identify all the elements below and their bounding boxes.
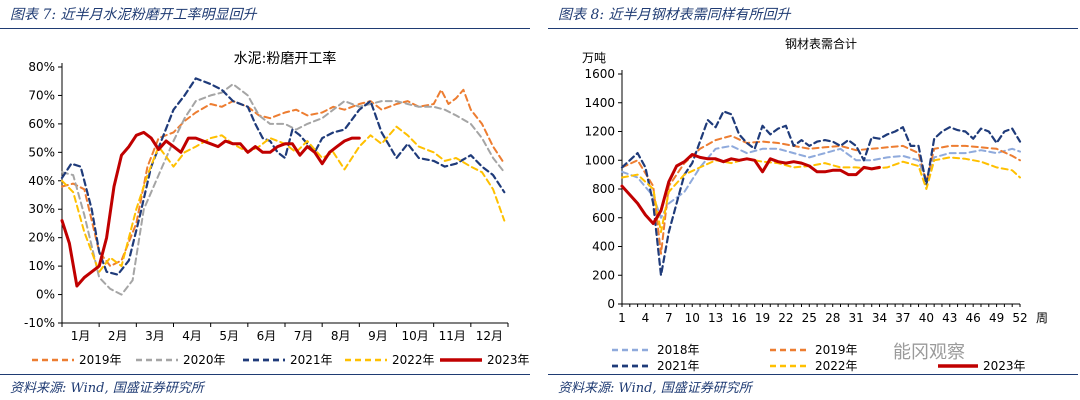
right-bottom-rule [548, 374, 1078, 375]
x-tick-label: 4 [642, 311, 650, 325]
right-top-rule [548, 28, 1078, 29]
y-tick-label: 0 [607, 297, 615, 311]
legend-label-2023年: 2023年 [487, 353, 530, 367]
y-tick-label: 400 [592, 240, 615, 254]
series-line-2020年 [61, 83, 506, 296]
series-line-2019年 [621, 134, 1021, 255]
x-tick-label: 11月 [439, 329, 466, 343]
chart-title: 钢材表需合计 [785, 36, 857, 51]
left-top-rule [0, 28, 530, 29]
right-source-note: 资料来源: Wind, 国盛证券研究所 [558, 381, 752, 396]
y-tick-label: 600 [592, 211, 615, 225]
x-tick-label: 46 [966, 311, 981, 325]
x-tick-label: 25 [802, 311, 817, 325]
y-tick-label: 1400 [584, 96, 615, 110]
legend-label-2019年: 2019年 [79, 353, 122, 367]
left-source-note: 资料来源: Wind, 国盛证券研究所 [10, 381, 204, 396]
x-tick-label: 37 [895, 311, 910, 325]
x-tick-label: 7 [665, 311, 673, 325]
y-tick-label: 1200 [584, 125, 615, 139]
legend-label-2019年: 2019年 [815, 343, 858, 357]
x-tick-label: 5月 [219, 329, 239, 343]
x-tick-label: 3月 [145, 329, 165, 343]
x-tick-label: 34 [872, 311, 887, 325]
series-line-2022年 [621, 156, 1021, 234]
x-tick-label: 2月 [108, 329, 128, 343]
right-figure: 图表 8: 近半月钢材表需同样有所回升 钢材表需合计万吨 0 200 400 600 80… [548, 0, 1078, 400]
left-bottom-rule [0, 374, 530, 375]
x-tick-label: 40 [919, 311, 934, 325]
chart-title: 水泥:粉磨开工率 [234, 50, 337, 67]
y-tick-label: 10% [28, 259, 55, 273]
series-line-2021年 [60, 77, 506, 276]
legend-label-2023年: 2023年 [983, 359, 1026, 372]
y-tick-label: 1600 [584, 67, 615, 81]
left-figure: 图表 7: 近半月水泥粉磨开工率明显回升 水泥:粉磨开工率 -10% 0% 10% 20… [0, 0, 530, 400]
x-tick-label: 10 [685, 311, 700, 325]
y-tick-label: 800 [592, 182, 615, 196]
x-tick-label: 19 [755, 311, 770, 325]
y-tick-label: -10% [24, 316, 55, 330]
x-tick-label: 4月 [182, 329, 202, 343]
x-tick-label: 7月 [294, 329, 314, 343]
y-tick-label: 70% [28, 88, 55, 102]
y-tick-label: 0% [36, 288, 55, 302]
legend-label-2022年: 2022年 [815, 359, 858, 372]
x-tick-label: 16 [731, 311, 746, 325]
x-tick-label: 28 [825, 311, 840, 325]
x-tick-label: 1月 [71, 329, 91, 343]
legend-label-2018年: 2018年 [657, 343, 700, 357]
y-tick-label: 20% [28, 231, 55, 245]
left-figure-title: 图表 7: 近半月水泥粉磨开工率明显回升 [10, 7, 257, 23]
x-axis-label: 周 [1036, 311, 1048, 325]
legend-label-2021年: 2021年 [657, 359, 700, 372]
x-tick-label: 6月 [257, 329, 277, 343]
series-line-2023年 [620, 153, 881, 225]
x-tick-label: 22 [778, 311, 793, 325]
x-tick-label: 10月 [401, 329, 428, 343]
y-tick-label: 200 [592, 268, 615, 282]
x-tick-label: 9月 [368, 329, 388, 343]
legend-label-2022年: 2022年 [392, 353, 435, 367]
x-tick-label: 49 [989, 311, 1004, 325]
watermark-text: 能冈观察 [893, 342, 965, 363]
legend-label-2021年: 2021年 [290, 353, 333, 367]
x-tick-label: 8月 [331, 329, 351, 343]
y-tick-label: 30% [28, 202, 55, 216]
series-line-2023年 [60, 130, 361, 288]
y-tick-label: 80% [28, 60, 55, 74]
legend-label-2020年: 2020年 [183, 353, 226, 367]
x-tick-label: 1 [618, 311, 626, 325]
y-tick-label: 40% [28, 174, 55, 188]
series-line-2019年 [61, 88, 506, 268]
series-line-2018年 [621, 144, 1021, 219]
series-line-2021年 [620, 110, 1022, 277]
right-figure-title: 图表 8: 近半月钢材表需同样有所回升 [558, 7, 791, 23]
x-tick-label: 43 [942, 311, 957, 325]
x-tick-label: 31 [848, 311, 863, 325]
y-axis-unit-label: 万吨 [582, 51, 606, 65]
cement-grinding-chart: 水泥:粉磨开工率 -10% 0% 10% 20% 30% 40% 50% 60% 70% 80% 1月… [24, 50, 530, 367]
y-tick-label: 60% [28, 117, 55, 131]
y-tick-label: 1000 [584, 153, 615, 167]
y-tick-label: 50% [28, 145, 55, 159]
x-tick-label: 13 [708, 311, 723, 325]
x-tick-label: 52 [1012, 311, 1027, 325]
x-tick-label: 12月 [476, 329, 503, 343]
